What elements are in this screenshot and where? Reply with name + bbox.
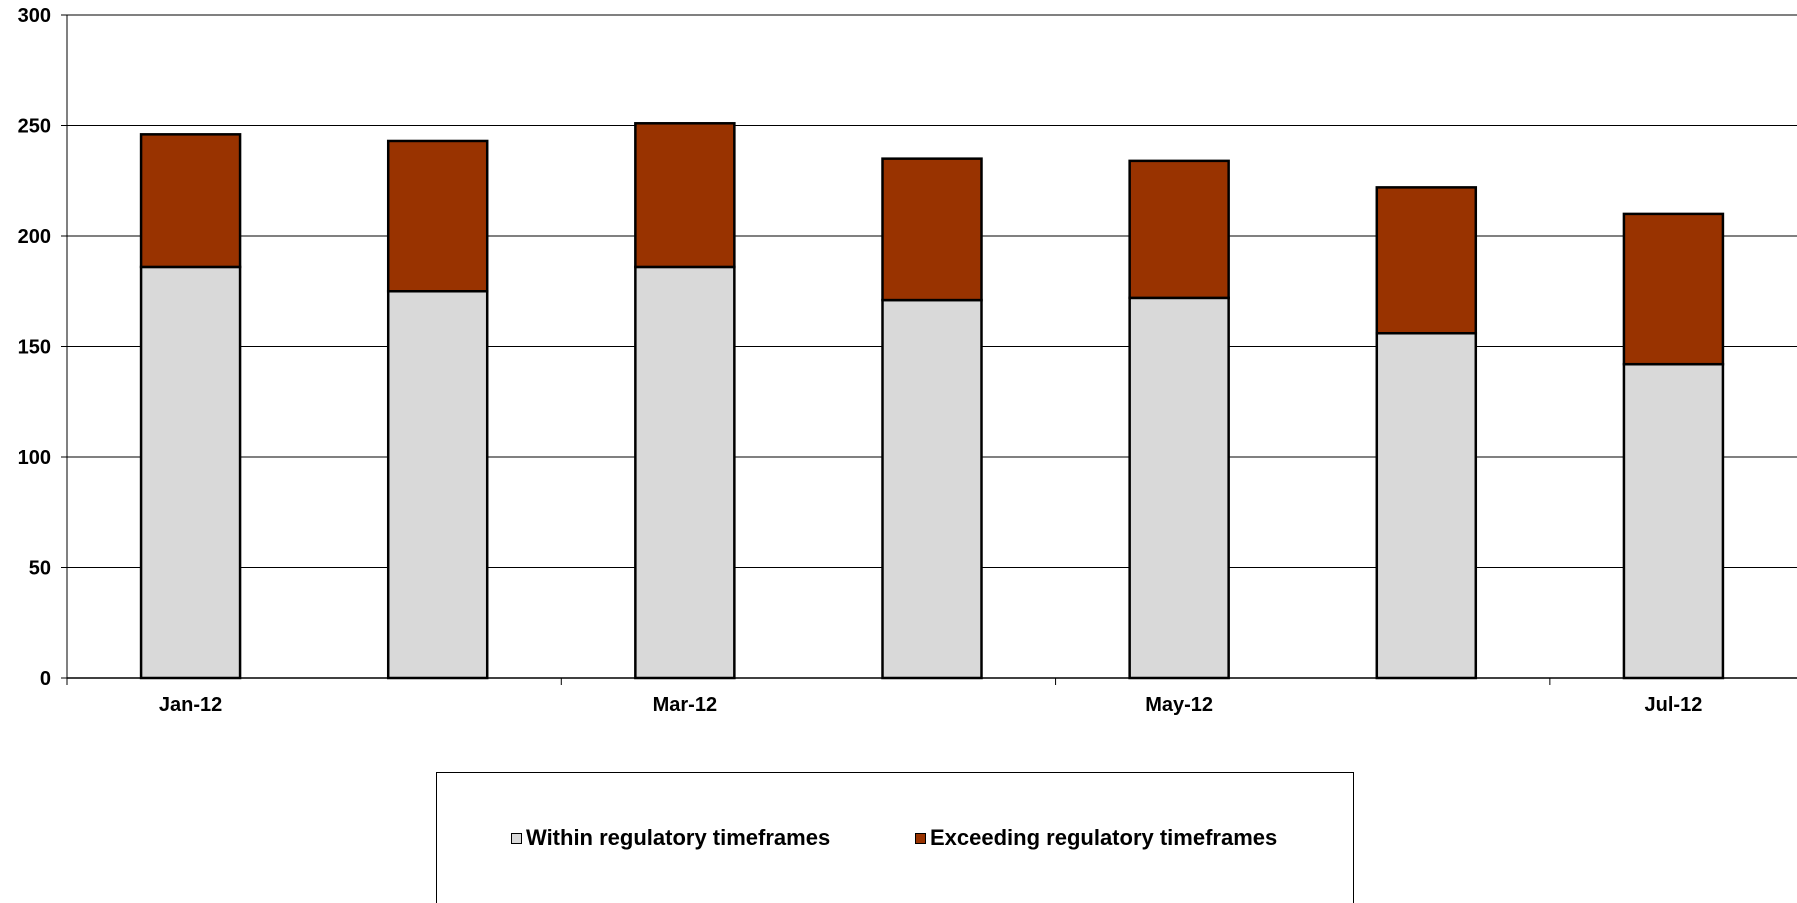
y-tick-label: 0 bbox=[40, 668, 51, 690]
bar-jun-12-series-0 bbox=[1375, 331, 1478, 680]
bar-jul-12-series-1 bbox=[1622, 212, 1725, 366]
y-tick-label: 150 bbox=[18, 337, 51, 359]
y-axis-ticks: 0 50 100 150 200 250 300 bbox=[18, 5, 67, 690]
y-tick-label: 200 bbox=[18, 226, 51, 248]
y-tick-label: 100 bbox=[18, 447, 51, 469]
stacked-bar-chart: 0 50 100 150 200 250 300 Jan-12 Mar-12 May-12 Jul… bbox=[18, 5, 1797, 716]
bar-apr-12-series-0 bbox=[881, 298, 983, 680]
bar-jun-12-series-1 bbox=[1375, 186, 1478, 335]
bar-jul-12-series-0 bbox=[1622, 362, 1725, 680]
x-tick-label: Jul-12 bbox=[1645, 694, 1703, 716]
legend-swatch-exceeding bbox=[915, 832, 926, 844]
bar-may-12-series-1 bbox=[1128, 159, 1230, 300]
y-tick-label: 50 bbox=[29, 558, 51, 580]
bar-mar-12-series-0 bbox=[634, 265, 736, 680]
bar-mar-12-series-1 bbox=[634, 122, 736, 269]
legend-item-exceeding: Exceeding regulatory timeframes bbox=[915, 825, 1277, 851]
y-tick-label: 250 bbox=[18, 116, 51, 138]
x-tick-label: Jan-12 bbox=[159, 694, 222, 716]
bar-may-12-series-0 bbox=[1128, 296, 1230, 680]
bars bbox=[139, 122, 1725, 680]
x-axis-ticks: Jan-12 Mar-12 May-12 Jul-12 bbox=[66, 678, 1703, 716]
bar-feb-12-series-0 bbox=[386, 290, 489, 680]
bar-feb-12-series-1 bbox=[386, 139, 489, 293]
legend-label-exceeding: Exceeding regulatory timeframes bbox=[930, 825, 1278, 850]
bar-jan-12-series-1 bbox=[139, 133, 242, 269]
y-tick-label: 300 bbox=[18, 5, 51, 27]
bar-apr-12-series-1 bbox=[881, 157, 983, 302]
bar-jan-12-series-0 bbox=[139, 265, 242, 680]
x-tick-label: May-12 bbox=[1145, 694, 1213, 716]
legend-swatch-within bbox=[511, 832, 522, 844]
legend: Within regulatory timeframes Exceeding r… bbox=[436, 772, 1354, 903]
legend-item-within: Within regulatory timeframes bbox=[511, 825, 830, 851]
x-tick-label: Mar-12 bbox=[653, 694, 717, 716]
legend-label-within: Within regulatory timeframes bbox=[526, 825, 831, 850]
axes bbox=[66, 15, 1797, 679]
